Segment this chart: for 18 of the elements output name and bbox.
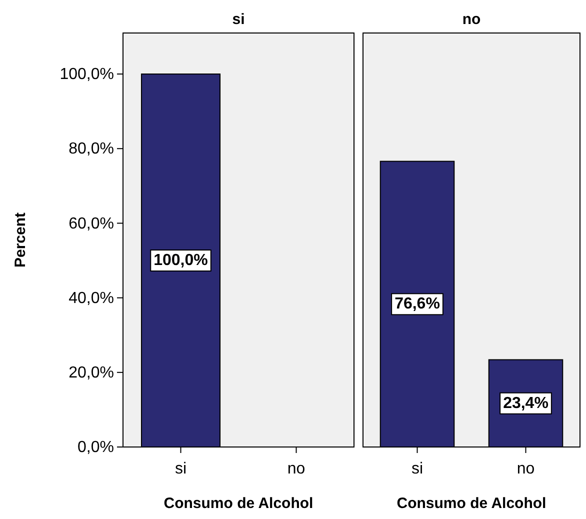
- data-label: 100,0%: [154, 252, 208, 270]
- y-tick-label: 40,0%: [68, 290, 114, 307]
- x-tick-label: no: [287, 460, 306, 478]
- y-tick-label: 0,0%: [78, 439, 114, 456]
- x-tick-label: no: [516, 460, 535, 478]
- chart-title: si: [232, 11, 245, 28]
- y-axis-title: Percent: [12, 212, 29, 268]
- y-tick-label: 80,0%: [68, 140, 114, 158]
- x-tick-label: si: [174, 460, 187, 478]
- y-tick-label: 20,0%: [68, 364, 114, 382]
- x-axis-title: Consumo de Alcohol: [164, 495, 314, 512]
- data-label: 23,4%: [503, 394, 548, 412]
- x-axis-title: Consumo de Alcohol: [396, 495, 546, 512]
- x-tick-label: si: [411, 460, 424, 478]
- chart-title: no: [462, 11, 481, 28]
- y-tick-label: 100,0%: [60, 66, 114, 84]
- y-tick-label: 60,0%: [68, 215, 114, 232]
- data-label: 76,6%: [394, 296, 440, 313]
